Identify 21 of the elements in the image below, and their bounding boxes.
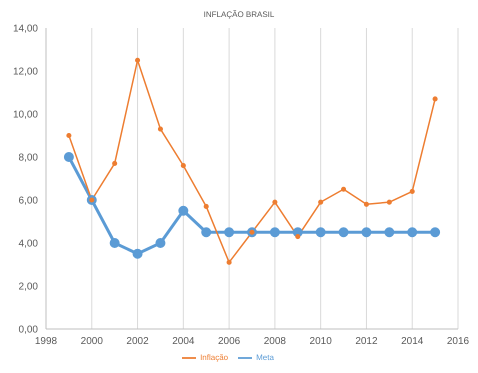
- legend-label: Inflação: [200, 353, 228, 362]
- x-tick-label: 1998: [34, 336, 58, 348]
- x-tick-label: 2016: [446, 336, 470, 348]
- x-tick-label: 2010: [310, 336, 332, 348]
- y-tick-label: 2,00: [18, 282, 38, 293]
- y-tick-label: 10,00: [12, 110, 38, 121]
- legend-label: Meta: [256, 353, 274, 362]
- x-tick-label: 2004: [172, 336, 195, 348]
- x-tick-label: 2014: [401, 336, 424, 348]
- x-tick-label: 2006: [218, 336, 241, 348]
- y-tick-label: 0,00: [18, 324, 38, 336]
- y-tick-label: 6,00: [18, 196, 38, 207]
- y-tick-label: 14,00: [12, 24, 38, 35]
- x-tick-label: 2002: [126, 336, 150, 348]
- x-tick-label: 2012: [355, 336, 378, 348]
- y-tick-label: 4,00: [18, 238, 38, 250]
- chart-title: INFLAÇÃO BRASIL: [202, 9, 276, 21]
- x-tick-label: 2008: [264, 336, 286, 348]
- x-tick-label: 2000: [80, 336, 104, 348]
- y-tick-label: 12,00: [12, 66, 38, 78]
- y-tick-label: 8,00: [18, 152, 38, 164]
